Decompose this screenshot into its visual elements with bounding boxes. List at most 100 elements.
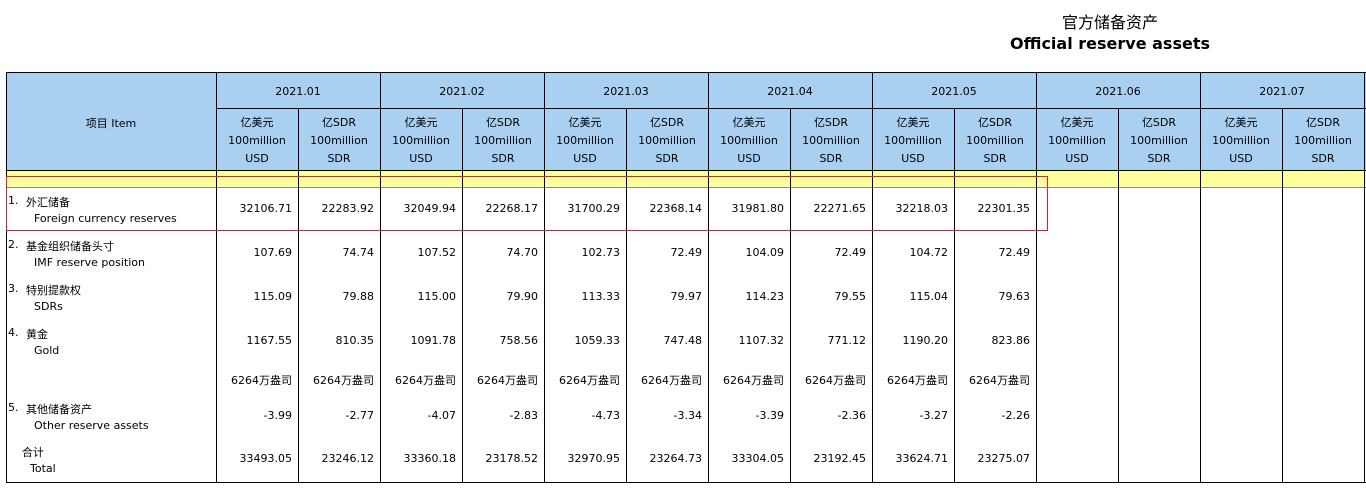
unit-header: 亿美元 — [1060, 116, 1094, 129]
cell-value: -3.34 — [673, 409, 702, 422]
row-label-zh: 特别提款权 — [26, 284, 81, 297]
border — [216, 72, 217, 483]
cell-value: 107.69 — [253, 246, 293, 259]
unit-header: SDR — [1147, 152, 1171, 165]
border — [872, 72, 873, 483]
cell-value: -3.99 — [263, 409, 292, 422]
cell-value: 6264万盎司 — [477, 374, 538, 387]
row-label-en: IMF reserve position — [34, 256, 145, 269]
cell-value: 22271.65 — [813, 201, 867, 215]
cell-value: 72.49 — [834, 246, 867, 259]
cell-value: 33624.71 — [895, 452, 949, 465]
row-label-en: SDRs — [34, 300, 63, 313]
unit-header: 亿SDR — [321, 116, 357, 129]
unit-header: 100million — [966, 134, 1024, 147]
row-number: 3. — [8, 282, 19, 295]
cell-value: -2.83 — [509, 409, 538, 422]
border — [1364, 72, 1365, 483]
border — [6, 72, 1366, 73]
cell-value: 72.49 — [670, 246, 703, 259]
row-number: 2. — [8, 238, 19, 251]
unit-header: 100million — [638, 134, 696, 147]
cell-value: 1167.55 — [246, 334, 293, 347]
unit-header: 100million — [1130, 134, 1188, 147]
header-bg — [6, 72, 1366, 170]
border — [544, 72, 545, 483]
month-header: 2021.06 — [1095, 85, 1141, 98]
row-label-en: Foreign currency reserves — [34, 211, 177, 225]
row-label-zh: 外汇储备 — [26, 195, 70, 209]
unit-header: 100million — [720, 134, 778, 147]
unit-header: SDR — [327, 152, 351, 165]
border — [1036, 72, 1037, 483]
cell-value: -2.77 — [345, 409, 374, 422]
cell-value: 6264万盎司 — [313, 374, 374, 387]
border — [6, 482, 1366, 483]
cell-value: 747.48 — [663, 334, 703, 347]
row-label-zh: 基金组织储备头寸 — [26, 240, 114, 253]
cell-value: 32218.03 — [895, 201, 949, 215]
cell-value: 823.86 — [991, 334, 1031, 347]
border — [6, 187, 1366, 188]
cell-value: 79.90 — [506, 290, 539, 303]
cell-value: 107.52 — [417, 246, 457, 259]
unit-header: 亿美元 — [240, 116, 274, 129]
title-en: Official reserve assets — [1010, 34, 1210, 53]
unit-header: SDR — [983, 152, 1007, 165]
cell-value: 31700.29 — [567, 201, 621, 215]
cell-value: 79.63 — [998, 290, 1031, 303]
unit-header: 100million — [1294, 134, 1352, 147]
cell-value: 1059.33 — [574, 334, 621, 347]
month-header: 2021.07 — [1259, 85, 1305, 98]
unit-header: 100million — [802, 134, 860, 147]
border — [626, 108, 627, 483]
unit-header: USD — [409, 152, 433, 165]
cell-value: 104.72 — [909, 246, 949, 259]
cell-value: 22368.14 — [649, 201, 703, 215]
month-header: 2021.03 — [603, 85, 649, 98]
cell-value: 6264万盎司 — [231, 374, 292, 387]
cell-value: 6264万盎司 — [805, 374, 866, 387]
cell-value: -2.26 — [1001, 409, 1030, 422]
unit-header: SDR — [1311, 152, 1335, 165]
cell-value: 22301.35 — [977, 201, 1031, 215]
unit-header: USD — [901, 152, 925, 165]
cell-value: 23192.45 — [813, 452, 867, 465]
unit-header: 100million — [392, 134, 450, 147]
border — [6, 170, 1366, 171]
cell-value: -2.36 — [837, 409, 866, 422]
unit-header: 100million — [1212, 134, 1270, 147]
unit-header: USD — [1065, 152, 1089, 165]
unit-header: USD — [1229, 152, 1253, 165]
border — [1118, 108, 1119, 483]
unit-header: 100million — [1048, 134, 1106, 147]
unit-header: USD — [737, 152, 761, 165]
month-header: 2021.04 — [767, 85, 813, 98]
row-label-en: Gold — [34, 344, 60, 357]
unit-header: USD — [245, 152, 269, 165]
cell-value: 33304.05 — [731, 452, 785, 465]
cell-value: 79.55 — [834, 290, 867, 303]
unit-header: 亿美元 — [404, 116, 438, 129]
cell-value: 6264万盎司 — [887, 374, 948, 387]
row-label-en: Total — [30, 462, 56, 475]
title-zh: 官方储备资产 — [1061, 13, 1158, 32]
cell-value: 6264万盎司 — [641, 374, 702, 387]
border — [298, 108, 299, 483]
unit-header: 100million — [228, 134, 286, 147]
row-label-zh: 合计 — [22, 446, 44, 459]
cell-value: 1091.78 — [410, 334, 457, 347]
unit-header: 亿美元 — [568, 116, 602, 129]
cell-value: 72.49 — [998, 246, 1031, 259]
cell-value: 31981.80 — [731, 201, 785, 215]
cell-value: 32049.94 — [403, 201, 457, 215]
unit-header: 亿SDR — [813, 116, 849, 129]
unit-header: 亿SDR — [1141, 116, 1177, 129]
border — [216, 108, 1366, 109]
highlight-box — [6, 176, 1048, 231]
cell-value: 32106.71 — [239, 201, 293, 215]
yellow-row — [6, 170, 1366, 187]
cell-value: 23264.73 — [649, 452, 703, 465]
